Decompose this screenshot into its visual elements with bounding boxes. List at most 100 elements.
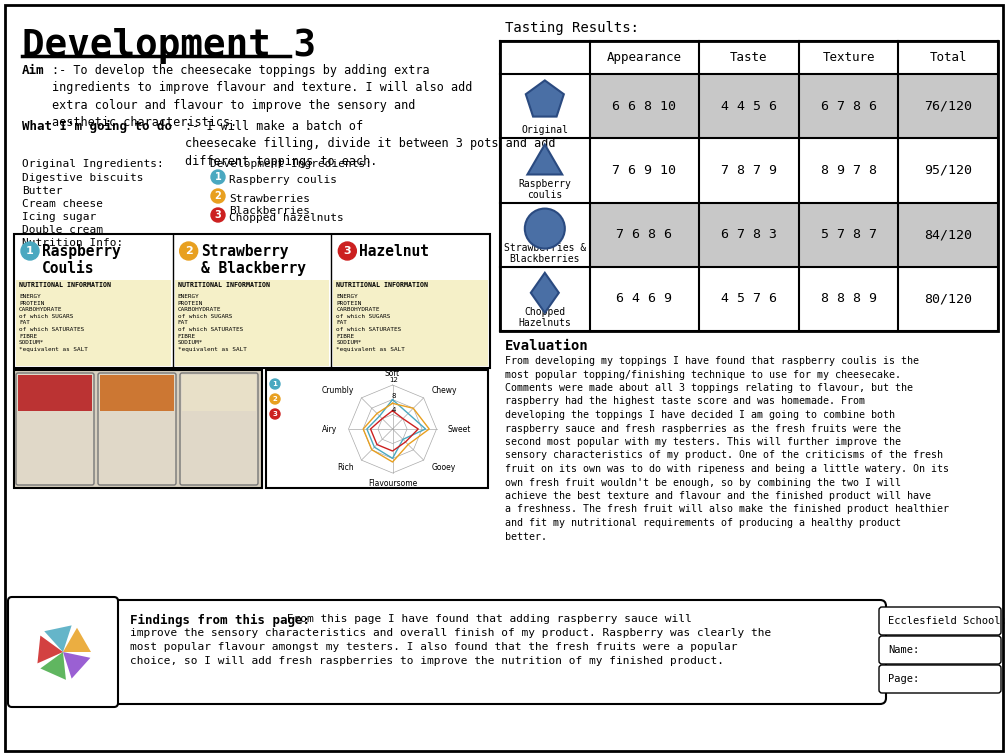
Text: 2: 2 <box>272 396 277 402</box>
Circle shape <box>270 379 280 389</box>
FancyBboxPatch shape <box>798 267 898 331</box>
Text: Nutrition Info:: Nutrition Info: <box>22 238 123 248</box>
FancyBboxPatch shape <box>182 375 256 411</box>
Text: Appearance: Appearance <box>607 51 682 64</box>
Text: NUTRITIONAL INFORMATION: NUTRITIONAL INFORMATION <box>19 282 111 288</box>
Text: 84/120: 84/120 <box>924 228 972 241</box>
Text: ENERGY
PROTEIN
CARBOHYDRATE
of which SUGARS
FAT
of which SATURATES
FIBRE
SODIUM*: ENERGY PROTEIN CARBOHYDRATE of which SUG… <box>19 294 88 352</box>
Text: Chewy: Chewy <box>431 386 457 395</box>
Circle shape <box>179 242 198 260</box>
Text: Taste: Taste <box>730 51 768 64</box>
FancyBboxPatch shape <box>334 280 488 366</box>
Text: 8 8 8 9: 8 8 8 9 <box>821 293 877 305</box>
Polygon shape <box>44 625 72 652</box>
Text: From developing my toppings I have found that raspberry coulis is the: From developing my toppings I have found… <box>505 356 919 366</box>
Text: raspberry sauce and fresh raspberries as the fresh fruits were the: raspberry sauce and fresh raspberries as… <box>505 423 901 433</box>
Text: ENERGY
PROTEIN
CARBOHYDRATE
of which SUGARS
FAT
of which SATURATES
FIBRE
SODIUM*: ENERGY PROTEIN CARBOHYDRATE of which SUG… <box>337 294 405 352</box>
Text: Ecclesfield School: 36574: Ecclesfield School: 36574 <box>888 616 1008 626</box>
Text: 12: 12 <box>389 377 398 383</box>
FancyBboxPatch shape <box>898 74 998 138</box>
FancyBboxPatch shape <box>898 138 998 203</box>
FancyBboxPatch shape <box>14 370 262 488</box>
Text: 6 7 8 6: 6 7 8 6 <box>821 100 877 113</box>
Text: Evaluation: Evaluation <box>505 339 589 353</box>
Text: Cream cheese: Cream cheese <box>22 199 103 209</box>
FancyBboxPatch shape <box>798 138 898 203</box>
FancyBboxPatch shape <box>700 74 798 138</box>
Circle shape <box>21 242 39 260</box>
FancyBboxPatch shape <box>879 665 1001 693</box>
FancyBboxPatch shape <box>14 234 490 368</box>
Polygon shape <box>527 144 562 175</box>
Text: developing the toppings I have decided I am going to combine both: developing the toppings I have decided I… <box>505 410 895 420</box>
Text: Aim: Aim <box>22 64 44 77</box>
Circle shape <box>525 209 564 249</box>
Text: Raspberry
Coulis: Raspberry Coulis <box>42 244 121 277</box>
Text: most popular flavour amongst my testers. I also found that the fresh fruits were: most popular flavour amongst my testers.… <box>130 642 738 652</box>
Polygon shape <box>40 652 66 680</box>
FancyBboxPatch shape <box>100 375 174 411</box>
Text: 2: 2 <box>184 246 193 256</box>
FancyBboxPatch shape <box>700 203 798 267</box>
FancyBboxPatch shape <box>174 280 330 366</box>
FancyBboxPatch shape <box>879 636 1001 664</box>
Text: 95/120: 95/120 <box>924 164 972 177</box>
Circle shape <box>211 208 225 222</box>
FancyBboxPatch shape <box>18 375 92 411</box>
FancyBboxPatch shape <box>266 370 488 488</box>
Text: Name:: Name: <box>888 645 919 655</box>
FancyBboxPatch shape <box>500 41 998 331</box>
Text: most popular topping/finishing technique to use for my cheesecake.: most popular topping/finishing technique… <box>505 370 901 380</box>
Text: NUTRITIONAL INFORMATION: NUTRITIONAL INFORMATION <box>177 282 270 288</box>
Text: Double cream: Double cream <box>22 225 103 235</box>
FancyBboxPatch shape <box>879 607 1001 635</box>
FancyBboxPatch shape <box>700 138 798 203</box>
Text: 8 9 7 8: 8 9 7 8 <box>821 164 877 177</box>
Text: Digestive biscuits: Digestive biscuits <box>22 173 143 183</box>
FancyBboxPatch shape <box>180 373 258 485</box>
Text: improve the sensory characteristics and overall finish of my product. Raspberry : improve the sensory characteristics and … <box>130 628 771 638</box>
Text: Strawberry
& Blackberry: Strawberry & Blackberry <box>201 244 305 277</box>
Text: Butter: Butter <box>22 186 62 196</box>
Text: Development Ingredients:: Development Ingredients: <box>210 159 372 169</box>
Circle shape <box>339 242 357 260</box>
FancyBboxPatch shape <box>898 203 998 267</box>
Text: 8: 8 <box>391 392 396 398</box>
Text: Hazelnut: Hazelnut <box>359 244 429 259</box>
Text: own fresh fruit wouldn't be enough, so by combining the two I will: own fresh fruit wouldn't be enough, so b… <box>505 478 901 488</box>
Text: Original Ingredients:: Original Ingredients: <box>22 159 163 169</box>
Text: second most popular with my testers. This will further improve the: second most popular with my testers. Thi… <box>505 437 901 447</box>
Text: Raspberry coulis: Raspberry coulis <box>229 175 337 185</box>
Text: fruit on its own was to do with ripeness and being a little watery. On its: fruit on its own was to do with ripeness… <box>505 464 949 474</box>
FancyBboxPatch shape <box>590 138 700 203</box>
Text: 7 8 7 9: 7 8 7 9 <box>721 164 777 177</box>
Polygon shape <box>526 80 563 116</box>
Text: 7 6 9 10: 7 6 9 10 <box>613 164 676 177</box>
FancyBboxPatch shape <box>590 74 700 138</box>
Text: choice, so I will add fresh raspberries to improve the nutrition of my finished : choice, so I will add fresh raspberries … <box>130 656 724 666</box>
Text: 7 6 8 6: 7 6 8 6 <box>617 228 672 241</box>
Text: 80/120: 80/120 <box>924 293 972 305</box>
Text: a freshness. The fresh fruit will also make the finished product healthier: a freshness. The fresh fruit will also m… <box>505 504 949 515</box>
Polygon shape <box>62 627 91 652</box>
Text: raspberry had the highest taste score and was homemade. From: raspberry had the highest taste score an… <box>505 396 865 407</box>
Circle shape <box>270 409 280 419</box>
FancyBboxPatch shape <box>700 267 798 331</box>
Text: achieve the best texture and flavour and the finished product will have: achieve the best texture and flavour and… <box>505 491 931 501</box>
Text: better.: better. <box>505 531 547 541</box>
Text: Strawberries &
Blackberries: Strawberries & Blackberries <box>504 243 586 264</box>
FancyBboxPatch shape <box>590 203 700 267</box>
Text: 3: 3 <box>215 210 222 220</box>
Text: 3: 3 <box>272 411 277 417</box>
Circle shape <box>211 170 225 184</box>
Text: Sweet: Sweet <box>448 425 471 433</box>
Text: Blackberries: Blackberries <box>229 206 310 216</box>
Text: Chopped
Hazelnuts: Chopped Hazelnuts <box>518 307 572 328</box>
Text: Tasting Results:: Tasting Results: <box>505 21 639 35</box>
Text: Total: Total <box>929 51 967 64</box>
Text: 4: 4 <box>391 407 396 414</box>
Text: What I'm going to do: What I'm going to do <box>22 120 172 133</box>
FancyBboxPatch shape <box>5 5 1003 751</box>
Text: Development 3: Development 3 <box>22 28 317 64</box>
Text: 6 4 6 9: 6 4 6 9 <box>617 293 672 305</box>
